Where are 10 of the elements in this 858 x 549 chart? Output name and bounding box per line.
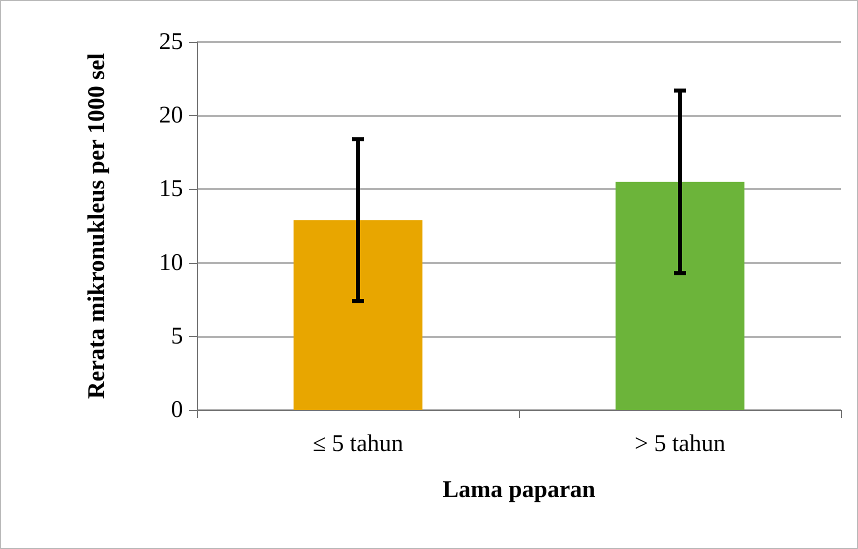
x-tick-label: > 5 tahun: [634, 431, 726, 457]
x-tick-label: ≤ 5 tahun: [312, 431, 404, 457]
y-tick-label: 15: [159, 176, 183, 202]
y-tick-label: 20: [159, 102, 183, 129]
y-tick-label: 10: [159, 250, 183, 276]
x-axis-title: Lama paparan: [442, 477, 596, 503]
y-tick-label: 0: [171, 397, 183, 423]
y-tick-label: 5: [171, 323, 183, 350]
y-tick-label: 25: [159, 29, 183, 55]
y-axis-title: Rerata mikronukleus per 1000 sel: [84, 52, 110, 399]
